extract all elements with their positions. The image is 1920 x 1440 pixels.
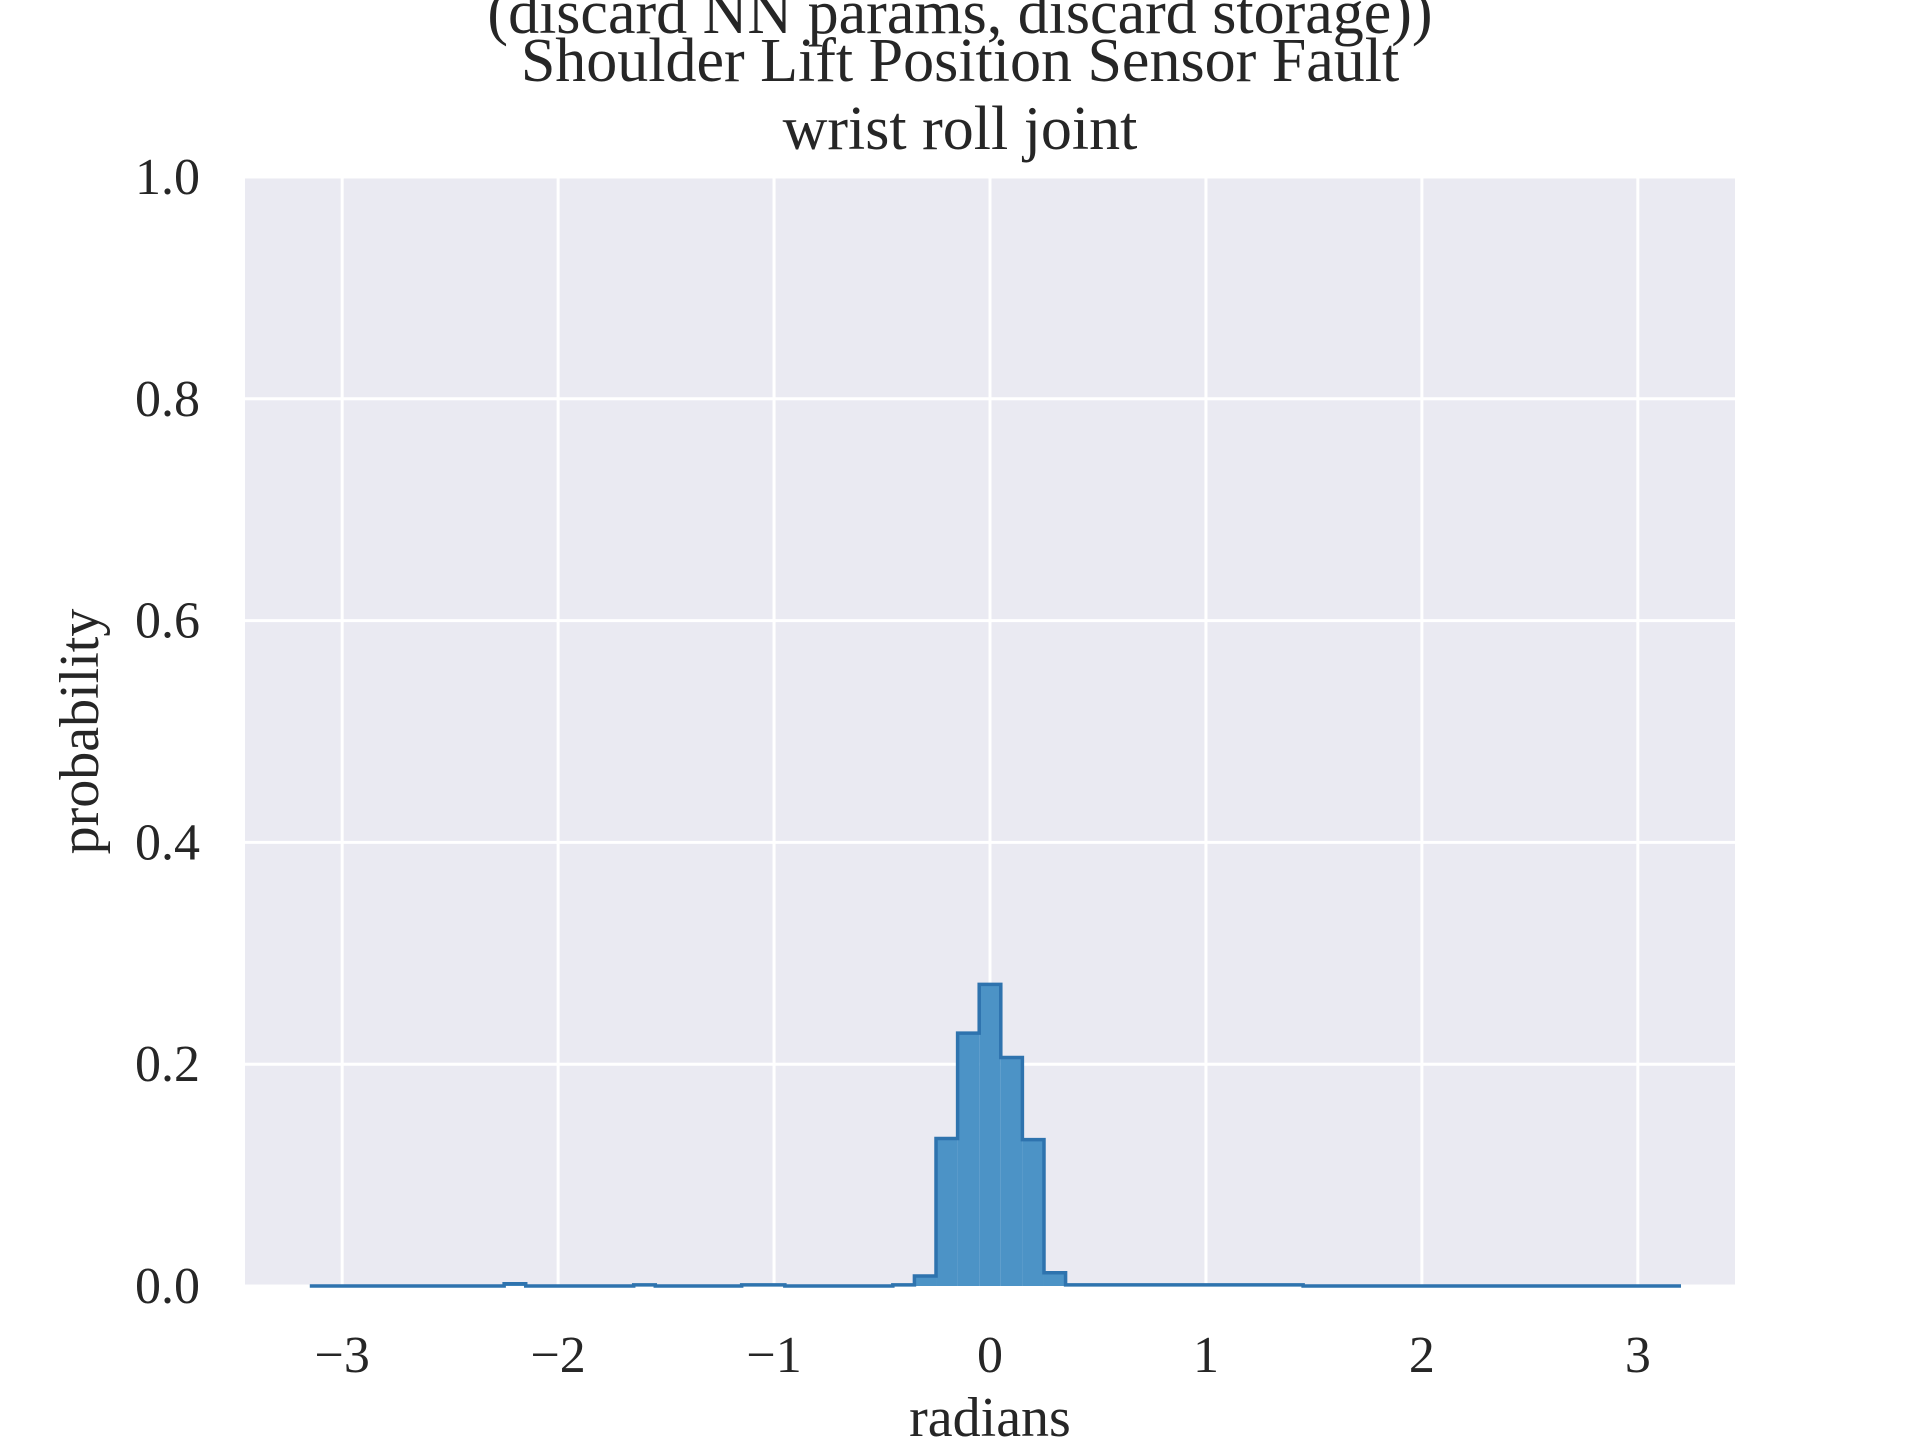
- x-tick-labels: −3 −2 −1 0 1 2 3: [315, 1327, 1651, 1384]
- y-tick-label: 0.8: [135, 371, 200, 428]
- y-tick-label: 0.2: [135, 1036, 200, 1093]
- x-tick-label: 1: [1193, 1327, 1219, 1384]
- grid-lines: [245, 175, 1735, 1288]
- histogram-bar: [936, 1138, 958, 1286]
- histogram-bar: [1043, 1272, 1066, 1286]
- histogram-outline: [309, 982, 1682, 1288]
- x-tick-label: −2: [530, 1327, 585, 1384]
- chart-title-line-1: (discard NN params, discard storage)): [487, 0, 1433, 47]
- y-axis-label: probability: [49, 609, 111, 855]
- histogram-bar: [1000, 1057, 1023, 1286]
- x-tick-label: −1: [746, 1327, 801, 1384]
- y-tick-label: 1.0: [135, 149, 200, 206]
- x-tick-label: 3: [1625, 1327, 1651, 1384]
- x-tick-label: −3: [315, 1327, 370, 1384]
- y-tick-label: 0.6: [135, 593, 200, 650]
- y-tick-label: 0.0: [135, 1258, 200, 1315]
- y-tick-label: 0.4: [135, 814, 200, 871]
- chart-title-line-3: wrist roll joint: [782, 95, 1138, 163]
- histogram-bar: [979, 984, 1001, 1286]
- x-tick-label: 0: [977, 1327, 1003, 1384]
- histogram-bar: [957, 1033, 980, 1286]
- histogram-bar: [914, 1276, 937, 1286]
- y-tick-labels: 0.0 0.2 0.4 0.6 0.8 1.0: [135, 149, 200, 1315]
- histogram-bar: [1022, 1139, 1044, 1286]
- x-tick-label: 2: [1409, 1327, 1435, 1384]
- x-axis-label: radians: [909, 1387, 1071, 1440]
- histogram-bars: [504, 984, 1304, 1286]
- chart-title-line-2: Shoulder Lift Position Sensor Fault: [520, 27, 1400, 95]
